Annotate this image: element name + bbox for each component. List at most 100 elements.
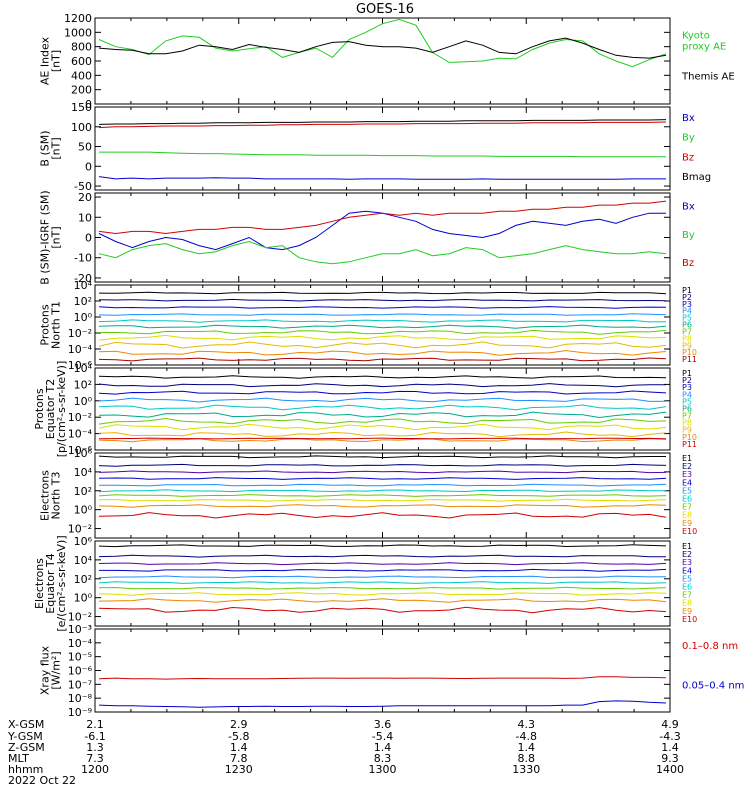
series-line-p7 bbox=[98, 417, 667, 425]
table-cell: 1230 bbox=[225, 763, 253, 776]
table-cell: 1300 bbox=[369, 763, 397, 776]
table-row-label: MLT bbox=[8, 752, 29, 765]
table-cell: 7.8 bbox=[230, 752, 248, 765]
series-line-bx bbox=[98, 210, 666, 251]
y-tick-label: 10⁻⁷ bbox=[68, 678, 92, 691]
y-tick-label: 1000 bbox=[64, 26, 92, 39]
legend-label: P6 bbox=[682, 404, 692, 413]
panel-frame-8 bbox=[94, 628, 671, 713]
legend-label: proxy AE bbox=[682, 41, 726, 52]
table-row-label: Y-GSM bbox=[7, 730, 43, 743]
series-line-e10 bbox=[98, 512, 667, 519]
series-line-e4 bbox=[98, 477, 667, 480]
y-axis-label-2: [nT] bbox=[50, 137, 63, 159]
legend-label: P2 bbox=[682, 293, 692, 302]
table-cell: 1330 bbox=[512, 763, 540, 776]
y-axis-label-3: [nT] bbox=[50, 226, 63, 248]
y-tick-label: 0 bbox=[85, 160, 92, 173]
y-tick-label: 100 bbox=[71, 121, 92, 134]
legend-label: Kyoto bbox=[682, 30, 710, 41]
legend-label: E3 bbox=[682, 558, 692, 567]
series-line-by bbox=[99, 151, 666, 158]
y-tick-label: 50 bbox=[78, 141, 92, 154]
y-axis-label-8: Xray flux bbox=[39, 645, 52, 695]
y-tick-label: 10² bbox=[74, 295, 92, 308]
y-axis-label-4: North T1 bbox=[50, 301, 63, 349]
legend-label: P10 bbox=[682, 348, 697, 357]
legend-label: P8 bbox=[682, 419, 692, 428]
series-line-e9 bbox=[98, 598, 667, 603]
legend-label: P7 bbox=[682, 327, 692, 336]
series-line-p2 bbox=[98, 383, 667, 388]
series-line-e6 bbox=[98, 581, 667, 584]
table-cell: -4.3 bbox=[659, 730, 680, 743]
y-tick-label: 10⁰ bbox=[74, 395, 93, 408]
legend-label: P9 bbox=[682, 341, 692, 350]
legend-label: P6 bbox=[682, 321, 692, 330]
legend-label: By bbox=[682, 133, 695, 144]
table-cell: 2.9 bbox=[230, 718, 248, 731]
legend-label: By bbox=[682, 230, 695, 241]
legend-label: E10 bbox=[682, 527, 697, 536]
series-line-p9 bbox=[98, 431, 667, 438]
series-line-p5 bbox=[98, 319, 667, 323]
chart-title: GOES-16 bbox=[356, 2, 414, 17]
y-axis-label-4: Protons bbox=[39, 304, 52, 345]
series-line-p3 bbox=[98, 306, 667, 309]
legend-label: Bz bbox=[682, 152, 694, 163]
series-line-p11 bbox=[98, 437, 667, 440]
series-line-p10 bbox=[98, 350, 667, 356]
y-tick-label: 0 bbox=[85, 232, 92, 245]
y-tick-label: 10⁻⁶ bbox=[68, 444, 93, 457]
legend-label: 0.1–0.8 nm bbox=[682, 641, 738, 652]
table-cell: -6.1 bbox=[84, 730, 105, 743]
y-axis-label-5: [p/(cm²-s-sr-keV)] bbox=[55, 361, 68, 458]
panel-frame-2 bbox=[94, 106, 671, 191]
date-label: 2022 Oct 22 bbox=[8, 774, 76, 787]
y-tick-label: 10⁻⁴ bbox=[68, 343, 93, 356]
legend-label: P10 bbox=[682, 433, 697, 442]
legend-label: P4 bbox=[682, 307, 692, 316]
y-tick-label: 1200 bbox=[64, 12, 92, 25]
series-line-e10 bbox=[98, 606, 667, 614]
table-row-label: Z-GSM bbox=[8, 741, 45, 754]
legend-label: P5 bbox=[682, 314, 692, 323]
table-cell: 1.4 bbox=[661, 741, 679, 754]
y-tick-label: 10⁰ bbox=[74, 504, 93, 517]
series-line-e7 bbox=[98, 494, 667, 497]
series-line-e1 bbox=[98, 544, 667, 548]
y-axis-label-3: B (SM)-IGRF (SM) bbox=[39, 190, 52, 284]
legend-label: E8 bbox=[682, 599, 692, 608]
series-line-p8 bbox=[98, 334, 667, 341]
series-line-p11 bbox=[98, 357, 667, 362]
series-line-p5 bbox=[98, 404, 667, 411]
table-cell: 8.8 bbox=[518, 752, 536, 765]
legend-label: P9 bbox=[682, 426, 692, 435]
y-axis-label-6: North T3 bbox=[50, 472, 63, 520]
series-line-p4 bbox=[98, 397, 667, 403]
y-tick-label: 10⁻² bbox=[68, 327, 92, 340]
y-tick-label: 10⁶ bbox=[74, 535, 93, 548]
legend-label: Bx bbox=[682, 113, 695, 124]
series-line-e2 bbox=[98, 463, 667, 467]
series-line-p7 bbox=[98, 329, 667, 335]
legend-label: Themis AE bbox=[681, 71, 735, 82]
legend-label: P1 bbox=[682, 286, 692, 295]
y-tick-label: 150 bbox=[71, 101, 92, 114]
series-line-e1 bbox=[98, 455, 666, 459]
legend-label: E7 bbox=[682, 503, 692, 512]
y-tick-label: 600 bbox=[71, 55, 92, 68]
y-axis-label-5: Equator T2 bbox=[44, 379, 57, 439]
series-line-p9 bbox=[98, 341, 667, 349]
y-tick-label: 10⁻² bbox=[68, 523, 92, 536]
y-tick-label: 10⁶ bbox=[74, 447, 93, 460]
y-tick-label: 10⁴ bbox=[74, 362, 93, 375]
y-tick-label: 10⁻⁶ bbox=[68, 359, 93, 372]
series-line-bx bbox=[98, 176, 666, 180]
y-tick-label: 10⁻⁶ bbox=[68, 665, 93, 678]
legend-label: P4 bbox=[682, 390, 692, 399]
series-line-e5 bbox=[98, 575, 667, 579]
table-cell: 1.4 bbox=[374, 741, 392, 754]
y-tick-label: 10² bbox=[74, 485, 92, 498]
